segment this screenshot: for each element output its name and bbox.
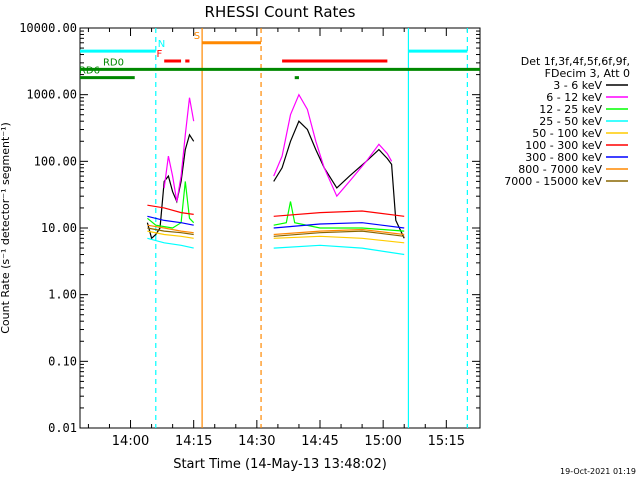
series-line — [147, 215, 194, 226]
legend-entry: 25 - 50 keV — [539, 115, 602, 128]
flag-label: S — [194, 31, 200, 42]
x-tick-label: 15:15 — [428, 434, 465, 449]
legend-header: Det 1f,3f,4f,5f,6f,9f, — [521, 55, 630, 68]
x-axis-label: Start Time (14-May-13 13:48:02) — [173, 457, 387, 472]
series-line — [163, 97, 195, 202]
legend-header: FDecim 3, Att 0 — [545, 67, 630, 80]
series-line — [273, 222, 405, 229]
series-line — [273, 228, 405, 236]
series-line — [273, 235, 405, 244]
series-line — [273, 120, 405, 239]
y-tick-label: 10000.00 — [19, 21, 77, 35]
legend-entry: 7000 - 15000 keV — [504, 175, 602, 188]
y-tick-label: 0.01 — [48, 421, 77, 435]
x-tick-label: 14:00 — [112, 434, 149, 449]
flag-label: RD0 — [103, 57, 124, 68]
chart-title: RHESSI Count Rates — [205, 3, 356, 21]
series-line — [147, 204, 194, 215]
series-line — [273, 230, 405, 237]
y-tick-label: 100.00 — [34, 154, 77, 168]
x-tick-label: 15:00 — [364, 434, 401, 449]
y-tick-label: 0.10 — [48, 354, 77, 368]
legend-entry: 12 - 25 keV — [539, 103, 602, 116]
series-line — [273, 210, 405, 217]
flag-label: RD6 — [79, 66, 100, 77]
series-line — [273, 93, 393, 198]
series-line — [147, 227, 194, 236]
y-tick-label: 1000.00 — [26, 88, 77, 102]
x-tick-label: 14:45 — [301, 434, 338, 449]
vertical-markers — [155, 28, 468, 428]
series-line — [147, 237, 194, 249]
x-tick-label: 14:15 — [175, 434, 212, 449]
series-line — [146, 133, 195, 240]
legend: Det 1f,3f,4f,5f,6f,9f,FDecim 3, Att 03 -… — [504, 55, 630, 188]
legend-entry: 50 - 100 keV — [532, 127, 602, 140]
series-line — [273, 201, 405, 232]
flag-label: N — [158, 39, 165, 50]
y-tick-label: 1.00 — [48, 288, 77, 302]
y-axis-label: Count Rate (s⁻¹ detector⁻¹ segment⁻¹) — [0, 122, 12, 334]
timestamp: 19-Oct-2021 01:19 — [560, 467, 636, 476]
legend-entry: 6 - 12 keV — [546, 91, 602, 104]
legend-entry: 300 - 800 keV — [525, 151, 602, 164]
legend-entry: 800 - 7000 keV — [518, 163, 602, 176]
series-line — [273, 244, 405, 256]
series-line — [147, 224, 194, 234]
series-line — [147, 230, 194, 239]
x-tick-label: 14:30 — [238, 434, 275, 449]
series-group — [146, 93, 405, 256]
legend-entry: 3 - 6 keV — [553, 79, 602, 92]
y-tick-label: 10.00 — [41, 221, 77, 235]
x-axis: 14:00 14:15 14:30 14:45 15:00 15:15 — [87, 28, 468, 449]
flag-label: F — [156, 49, 162, 60]
y-axis: 0.01 0.10 1.00 10.00 100.00 1000.00 10000.00 — [19, 21, 480, 435]
legend-entry: 100 - 300 keV — [525, 139, 602, 152]
